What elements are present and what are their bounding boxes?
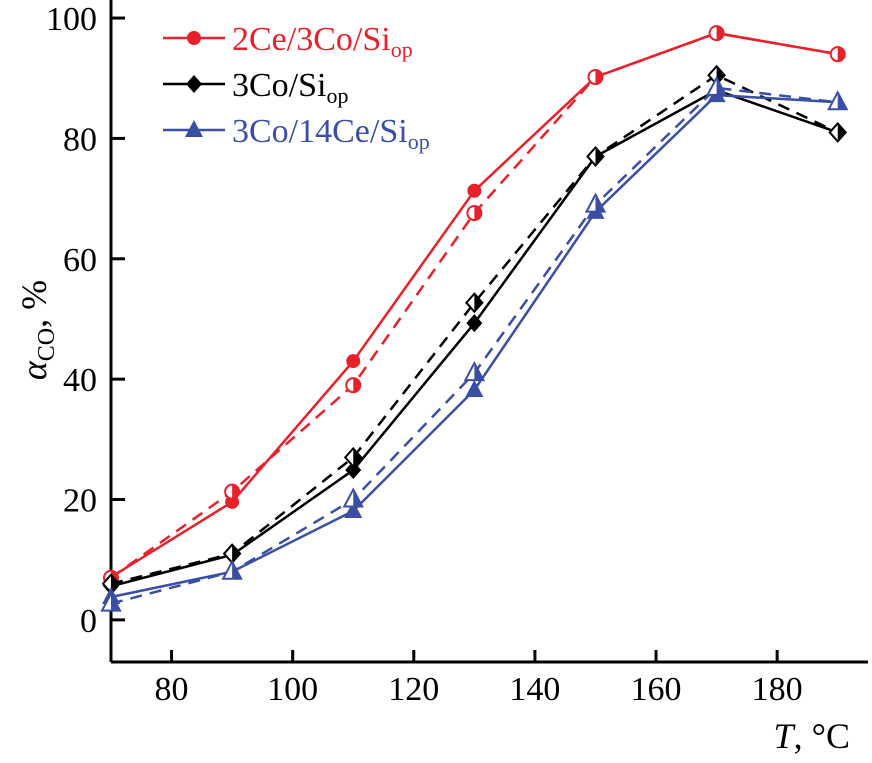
- data-point: [224, 483, 241, 500]
- legend-label-sub: op: [326, 83, 348, 108]
- legend-label: 2Ce/3Co/Siop: [232, 21, 413, 62]
- y-tick-label: 100: [46, 1, 97, 38]
- marker-half: [232, 544, 241, 563]
- x-tick-label: 100: [267, 671, 318, 708]
- marker-half: [353, 378, 361, 393]
- x-tick-label: 160: [631, 671, 682, 708]
- marker-half: [595, 194, 605, 212]
- marker-dot: [187, 31, 201, 45]
- series-layer: [100, 25, 849, 612]
- data-point: [828, 121, 848, 143]
- data-point: [344, 500, 363, 518]
- y-axis-label: αCO, %: [14, 280, 60, 380]
- marker-half: [716, 26, 724, 41]
- marker-half: [837, 47, 845, 62]
- data-point: [586, 145, 605, 167]
- x-tick-label: 120: [388, 671, 439, 708]
- marker-shape: [185, 120, 203, 137]
- marker-half: [353, 489, 363, 507]
- marker-half: [595, 147, 604, 166]
- y-tick-label: 20: [63, 483, 97, 520]
- marker-half: [474, 206, 482, 221]
- legend-label-main: 3Co/14Ce/Si: [232, 113, 408, 150]
- data-point: [466, 314, 483, 333]
- legend-label-sub: op: [391, 37, 413, 62]
- data-point: [465, 292, 484, 314]
- data-point: [463, 360, 486, 382]
- legend-marker: [185, 120, 203, 137]
- x-axis-label: T, °C: [774, 716, 850, 756]
- legend-label: 3Co/Siop: [232, 67, 348, 108]
- x-tick-label: 180: [752, 671, 803, 708]
- marker-shape: [345, 461, 362, 480]
- x-tick-label: 140: [509, 671, 560, 708]
- y-tick-label: 80: [63, 121, 97, 158]
- legend-marker: [187, 31, 201, 45]
- marker-half: [716, 77, 726, 95]
- data-point: [827, 90, 849, 111]
- marker-half: [474, 293, 483, 312]
- series-line-4: [110, 93, 838, 599]
- data-point: [829, 46, 846, 63]
- series-line-2: [110, 88, 839, 588]
- data-point: [708, 25, 725, 42]
- marker-half: [111, 593, 120, 611]
- data-point: [343, 446, 363, 468]
- data-point: [346, 354, 361, 369]
- marker-dot: [467, 183, 482, 198]
- data-point: [587, 69, 604, 86]
- data-point: [466, 205, 483, 222]
- data-point: [342, 487, 364, 508]
- x-tick-label: 80: [155, 671, 189, 708]
- legend-label-main: 3Co/Si: [232, 67, 326, 104]
- marker-shape: [466, 314, 483, 333]
- legend-marker: [186, 75, 202, 93]
- marker-shape: [186, 75, 202, 93]
- legend-label: 3Co/14Ce/Siop: [232, 113, 430, 154]
- marker-half: [837, 92, 847, 110]
- data-point: [345, 377, 362, 394]
- marker-shape: [344, 500, 363, 518]
- legend-label-sub: op: [408, 129, 430, 154]
- y-tick-label: 0: [80, 603, 97, 640]
- marker-half: [837, 123, 846, 142]
- marker-half: [232, 561, 242, 579]
- marker-half: [111, 574, 119, 593]
- marker-half: [474, 363, 484, 381]
- y-tick-label: 60: [63, 242, 97, 279]
- data-point: [221, 559, 243, 580]
- data-point: [705, 75, 728, 96]
- y-tick-label: 40: [63, 362, 97, 399]
- marker-half: [595, 70, 603, 85]
- data-point: [584, 192, 607, 213]
- marker-shape: [465, 379, 484, 397]
- data-point: [467, 183, 482, 198]
- marker-half: [232, 484, 240, 499]
- legend-label-main: 2Ce/3Co/Si: [232, 21, 391, 58]
- data-point: [465, 379, 484, 397]
- marker-half: [353, 448, 362, 467]
- data-point: [345, 461, 362, 480]
- series-line-5: [110, 86, 838, 605]
- marker-dot: [346, 354, 361, 369]
- axes: 80 100 120 140 160 180 0 20 40 60 80 100: [46, 0, 868, 708]
- data-point: [100, 591, 122, 612]
